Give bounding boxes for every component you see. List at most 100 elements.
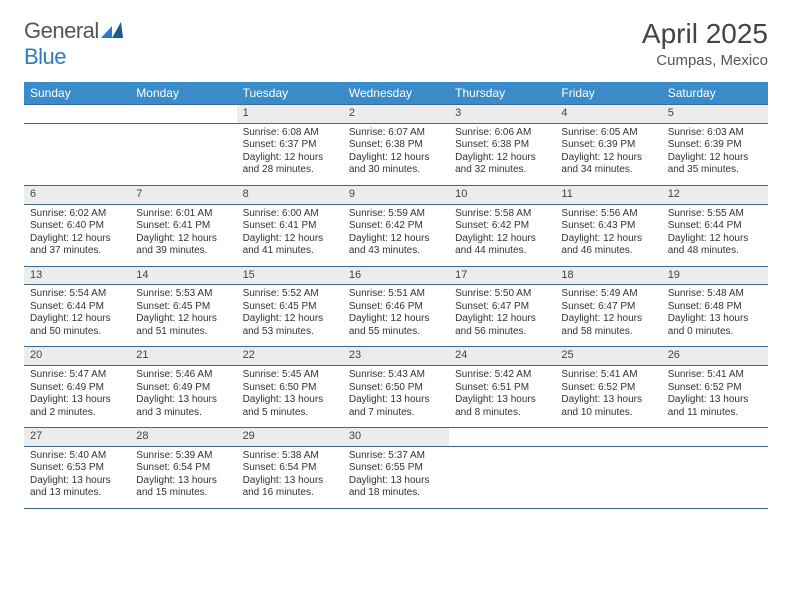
- day-info-line: and 10 minutes.: [561, 407, 655, 420]
- day-body-cell: Sunrise: 5:54 AMSunset: 6:44 PMDaylight:…: [24, 285, 130, 347]
- day-number-cell: 15: [237, 266, 343, 285]
- day-info-line: Sunrise: 6:02 AM: [30, 208, 124, 221]
- day-number-cell: 16: [343, 266, 449, 285]
- day-info-line: and 50 minutes.: [30, 326, 124, 339]
- header: General Blue April 2025 Cumpas, Mexico: [24, 18, 768, 70]
- calendar-table: Sunday Monday Tuesday Wednesday Thursday…: [24, 82, 768, 509]
- day-info-line: Sunset: 6:53 PM: [30, 462, 124, 475]
- day-info-line: Sunset: 6:45 PM: [136, 301, 230, 314]
- day-info-line: Daylight: 12 hours: [136, 233, 230, 246]
- day-info-line: Sunset: 6:50 PM: [243, 382, 337, 395]
- day-number-cell: 1: [237, 105, 343, 124]
- day-info-line: Sunrise: 6:07 AM: [349, 127, 443, 140]
- day-number-cell: 11: [555, 185, 661, 204]
- day-number-cell: [130, 105, 236, 124]
- day-info-line: Sunset: 6:41 PM: [136, 220, 230, 233]
- weekday-header: Sunday: [24, 82, 130, 105]
- day-info-line: and 43 minutes.: [349, 245, 443, 258]
- day-info-line: Sunset: 6:38 PM: [455, 139, 549, 152]
- day-body-cell: Sunrise: 5:46 AMSunset: 6:49 PMDaylight:…: [130, 366, 236, 428]
- day-info-line: Sunset: 6:43 PM: [561, 220, 655, 233]
- day-body-row: Sunrise: 6:02 AMSunset: 6:40 PMDaylight:…: [24, 204, 768, 266]
- day-number-cell: 2: [343, 105, 449, 124]
- day-number-cell: 27: [24, 428, 130, 447]
- day-number-cell: 19: [662, 266, 768, 285]
- day-info-line: and 35 minutes.: [668, 164, 762, 177]
- day-info-line: and 44 minutes.: [455, 245, 549, 258]
- day-body-row: Sunrise: 5:40 AMSunset: 6:53 PMDaylight:…: [24, 446, 768, 508]
- day-info-line: Sunrise: 5:59 AM: [349, 208, 443, 221]
- day-info-line: Sunrise: 5:58 AM: [455, 208, 549, 221]
- day-body-cell: Sunrise: 5:49 AMSunset: 6:47 PMDaylight:…: [555, 285, 661, 347]
- logo-text: General Blue: [24, 18, 123, 70]
- day-info-line: and 16 minutes.: [243, 487, 337, 500]
- day-body-cell: Sunrise: 5:56 AMSunset: 6:43 PMDaylight:…: [555, 204, 661, 266]
- day-info-line: Sunset: 6:38 PM: [349, 139, 443, 152]
- day-body-cell: [130, 123, 236, 185]
- day-body-cell: Sunrise: 5:47 AMSunset: 6:49 PMDaylight:…: [24, 366, 130, 428]
- daynum-row: 13141516171819: [24, 266, 768, 285]
- day-info-line: and 3 minutes.: [136, 407, 230, 420]
- day-info-line: Daylight: 13 hours: [243, 475, 337, 488]
- day-info-line: Daylight: 13 hours: [136, 475, 230, 488]
- day-body-cell: [662, 446, 768, 508]
- day-info-line: and 2 minutes.: [30, 407, 124, 420]
- day-number-cell: 23: [343, 347, 449, 366]
- day-info-line: Daylight: 13 hours: [243, 394, 337, 407]
- day-info-line: Sunset: 6:54 PM: [243, 462, 337, 475]
- day-body-cell: [449, 446, 555, 508]
- day-info-line: and 41 minutes.: [243, 245, 337, 258]
- day-info-line: Sunrise: 5:47 AM: [30, 369, 124, 382]
- day-info-line: Sunset: 6:55 PM: [349, 462, 443, 475]
- day-info-line: Sunrise: 6:05 AM: [561, 127, 655, 140]
- day-body-cell: [24, 123, 130, 185]
- logo: General Blue: [24, 18, 123, 70]
- day-info-line: Sunrise: 6:08 AM: [243, 127, 337, 140]
- day-info-line: and 8 minutes.: [455, 407, 549, 420]
- day-info-line: and 58 minutes.: [561, 326, 655, 339]
- day-number-cell: [555, 428, 661, 447]
- day-info-line: and 34 minutes.: [561, 164, 655, 177]
- day-info-line: Sunrise: 5:39 AM: [136, 450, 230, 463]
- day-info-line: and 11 minutes.: [668, 407, 762, 420]
- day-info-line: Sunrise: 5:42 AM: [455, 369, 549, 382]
- day-info-line: and 48 minutes.: [668, 245, 762, 258]
- day-info-line: Daylight: 12 hours: [30, 233, 124, 246]
- day-info-line: and 37 minutes.: [30, 245, 124, 258]
- day-info-line: Daylight: 12 hours: [243, 313, 337, 326]
- day-info-line: Daylight: 12 hours: [561, 313, 655, 326]
- day-number-cell: 8: [237, 185, 343, 204]
- day-number-cell: 18: [555, 266, 661, 285]
- day-info-line: Sunrise: 5:54 AM: [30, 288, 124, 301]
- day-body-cell: Sunrise: 5:52 AMSunset: 6:45 PMDaylight:…: [237, 285, 343, 347]
- day-body-cell: Sunrise: 5:51 AMSunset: 6:46 PMDaylight:…: [343, 285, 449, 347]
- day-body-cell: Sunrise: 5:41 AMSunset: 6:52 PMDaylight:…: [555, 366, 661, 428]
- day-info-line: Sunset: 6:42 PM: [455, 220, 549, 233]
- day-number-cell: 28: [130, 428, 236, 447]
- day-info-line: Sunrise: 6:06 AM: [455, 127, 549, 140]
- day-info-line: and 18 minutes.: [349, 487, 443, 500]
- day-info-line: Daylight: 13 hours: [30, 394, 124, 407]
- day-info-line: Daylight: 12 hours: [455, 313, 549, 326]
- day-info-line: Sunrise: 5:56 AM: [561, 208, 655, 221]
- day-number-cell: [449, 428, 555, 447]
- day-info-line: Sunset: 6:44 PM: [30, 301, 124, 314]
- weekday-header: Friday: [555, 82, 661, 105]
- day-info-line: Sunset: 6:49 PM: [30, 382, 124, 395]
- day-info-line: Daylight: 12 hours: [668, 152, 762, 165]
- weekday-header: Saturday: [662, 82, 768, 105]
- day-info-line: and 46 minutes.: [561, 245, 655, 258]
- day-body-cell: Sunrise: 6:07 AMSunset: 6:38 PMDaylight:…: [343, 123, 449, 185]
- day-body-row: Sunrise: 5:54 AMSunset: 6:44 PM Daylight:…: [24, 285, 768, 347]
- location-text: Cumpas, Mexico: [642, 52, 768, 69]
- day-info-line: Daylight: 13 hours: [561, 394, 655, 407]
- day-body-row: Sunrise: 6:08 AMSunset: 6:37 PMDaylight:…: [24, 123, 768, 185]
- day-info-line: Daylight: 12 hours: [349, 152, 443, 165]
- day-info-line: Daylight: 13 hours: [349, 394, 443, 407]
- title-block: April 2025 Cumpas, Mexico: [642, 18, 768, 69]
- day-info-line: and 30 minutes.: [349, 164, 443, 177]
- day-info-line: Daylight: 13 hours: [136, 394, 230, 407]
- day-info-line: and 5 minutes.: [243, 407, 337, 420]
- day-info-line: Sunrise: 5:53 AM: [136, 288, 230, 301]
- day-info-line: and 32 minutes.: [455, 164, 549, 177]
